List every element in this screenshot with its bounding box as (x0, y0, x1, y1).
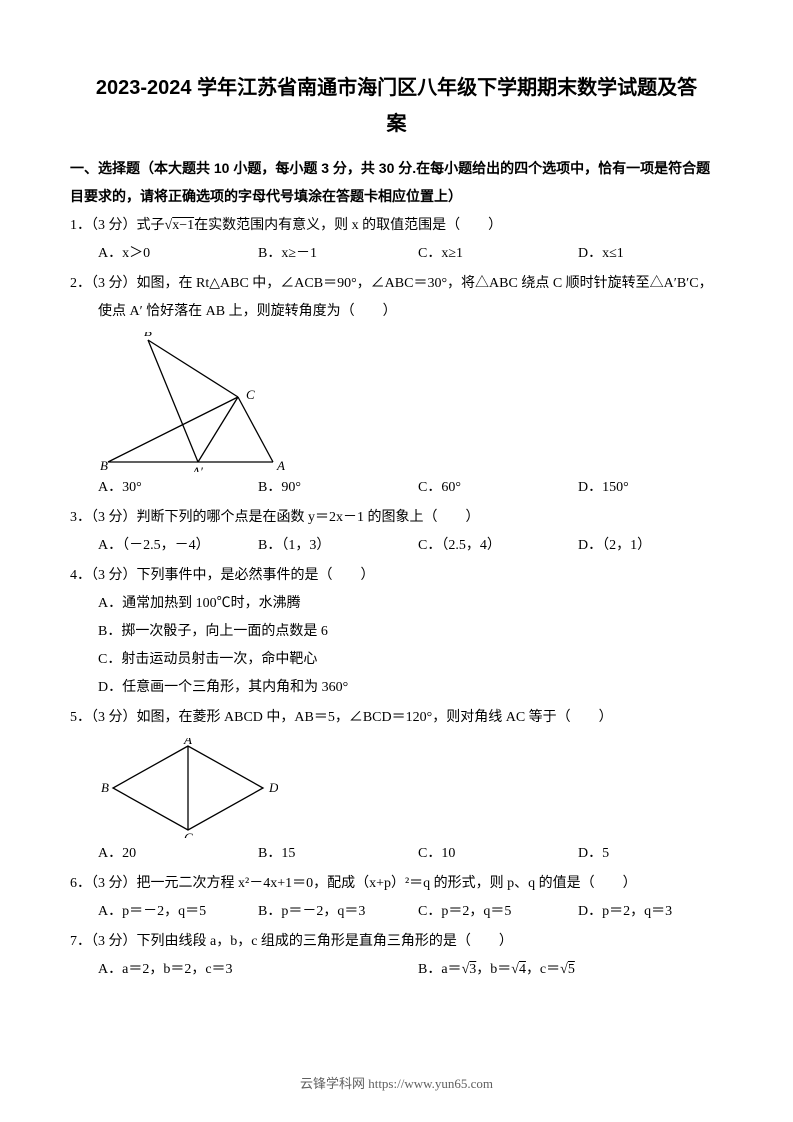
q1-opt-d: D．x≤1 (578, 240, 738, 268)
exam-page: 2023-2024 学年江苏省南通市海门区八年级下学期期末数学试题及答 案 一、… (0, 0, 793, 1122)
q4-opt-a: A．通常加热到 100℃时，水沸腾 (98, 590, 723, 618)
question-7: 7．（3 分）下列由线段 a，b，c 组成的三角形是直角三角形的是（ ） (70, 928, 723, 956)
triangle-rotation-diagram: B A A′ C B′ (98, 332, 288, 472)
svg-text:A: A (276, 458, 285, 472)
svg-text:B: B (100, 458, 108, 472)
svg-text:B: B (101, 780, 109, 795)
q2-opt-a: A．30° (98, 474, 258, 502)
q7-options: A．a＝2，b＝2，c＝3 B．a＝√3，b＝√4，c＝√5 (70, 956, 723, 984)
q6-opt-c: C．p＝2，q＝5 (418, 898, 578, 926)
q2-figure: B A A′ C B′ (70, 332, 723, 472)
q6-options: A．p＝－2，q＝5 B．p＝－2，q＝3 C．p＝2，q＝5 D．p＝2，q＝… (70, 898, 723, 926)
q1-options: A．x＞0 B．x≥－1 C．x≥1 D．x≤1 (70, 240, 723, 268)
svg-text:D: D (268, 780, 278, 795)
q4-opt-b: B．掷一次骰子，向上一面的点数是 6 (98, 618, 723, 646)
q5-opt-d: D．5 (578, 840, 738, 868)
q7-opt-a: A．a＝2，b＝2，c＝3 (98, 956, 418, 984)
q5-opt-c: C．10 (418, 840, 578, 868)
question-4: 4．（3 分）下列事件中，是必然事件的是（ ） (70, 562, 723, 590)
q6-opt-b: B．p＝－2，q＝3 (258, 898, 418, 926)
q1-opt-b: B．x≥－1 (258, 240, 418, 268)
page-title: 2023-2024 学年江苏省南通市海门区八年级下学期期末数学试题及答 案 (70, 70, 723, 142)
q5-opt-a: A．20 (98, 840, 258, 868)
question-3: 3．（3 分）判断下列的哪个点是在函数 y＝2x－1 的图象上（ ） (70, 504, 723, 532)
svg-text:A′: A′ (191, 464, 203, 472)
sqrt-icon: √3 (462, 962, 477, 977)
q5-options: A．20 B．15 C．10 D．5 (70, 840, 723, 868)
q7-opt-b-a: B．a＝ (418, 962, 462, 977)
q1-radicand: x−1 (172, 218, 194, 233)
svg-text:C: C (184, 830, 193, 838)
q5-opt-b: B．15 (258, 840, 418, 868)
q7-r2: 4 (519, 962, 526, 977)
q4-opt-c: C．射击运动员射击一次，命中靶心 (98, 646, 723, 674)
q4-options: A．通常加热到 100℃时，水沸腾 B．掷一次骰子，向上一面的点数是 6 C．射… (70, 590, 723, 702)
q4-opt-d: D．任意画一个三角形，其内角和为 360° (98, 674, 723, 702)
sqrt-icon: √4 (511, 962, 526, 977)
q1-opt-c: C．x≥1 (418, 240, 578, 268)
title-line-1: 2023-2024 学年江苏省南通市海门区八年级下学期期末数学试题及答 (96, 77, 697, 99)
svg-text:C: C (246, 387, 255, 402)
q3-opt-a: A．（－2.5，－4） (98, 532, 258, 560)
q3-opt-d: D．（2，1） (578, 532, 738, 560)
q1-opt-a: A．x＞0 (98, 240, 258, 268)
q2-options: A．30° B．90° C．60° D．150° (70, 474, 723, 502)
section-1-heading: 一、选择题（本大题共 10 小题，每小题 3 分，共 30 分.在每小题给出的四… (70, 154, 723, 210)
q6-opt-a: A．p＝－2，q＝5 (98, 898, 258, 926)
rhombus-diagram: A B C D (98, 738, 278, 838)
svg-text:B′: B′ (144, 332, 155, 339)
q7-opt-b-b: ，b＝ (476, 962, 511, 977)
q3-opt-c: C．（2.5，4） (418, 532, 578, 560)
question-1: 1．（3 分）式子√x−1在实数范围内有意义，则 x 的取值范围是（ ） (70, 212, 723, 240)
question-2: 2．（3 分）如图，在 Rt△ABC 中，∠ACB＝90°，∠ABC＝30°，将… (70, 270, 723, 326)
q2-opt-c: C．60° (418, 474, 578, 502)
q7-opt-b: B．a＝√3，b＝√4，c＝√5 (418, 956, 738, 984)
q2-opt-b: B．90° (258, 474, 418, 502)
sqrt-icon: √x−1 (165, 218, 195, 233)
question-6: 6．（3 分）把一元二次方程 x²－4x+1＝0，配成（x+p）²＝q 的形式，… (70, 870, 723, 898)
q2-stem-2: 使点 A′ 恰好落在 AB 上，则旋转角度为（ ） (70, 298, 723, 326)
q3-options: A．（－2.5，－4） B．（1，3） C．（2.5，4） D．（2，1） (70, 532, 723, 560)
question-5: 5．（3 分）如图，在菱形 ABCD 中，AB＝5，∠BCD＝120°，则对角线… (70, 704, 723, 732)
q3-opt-b: B．（1，3） (258, 532, 418, 560)
q1-stem-a: 1．（3 分）式子 (70, 218, 165, 233)
q6-opt-d: D．p＝2，q＝3 (578, 898, 738, 926)
q7-opt-b-c: ，c＝ (526, 962, 560, 977)
title-line-2: 案 (387, 113, 407, 135)
sqrt-icon: √5 (560, 962, 575, 977)
svg-text:A: A (183, 738, 192, 747)
q2-stem-1: 2．（3 分）如图，在 Rt△ABC 中，∠ACB＝90°，∠ABC＝30°，将… (70, 270, 723, 298)
q5-figure: A B C D (70, 738, 723, 838)
q2-opt-d: D．150° (578, 474, 738, 502)
q1-stem-b: 在实数范围内有意义，则 x 的取值范围是（ ） (194, 218, 502, 233)
page-footer: 云锋学科网 https://www.yun65.com (0, 1073, 793, 1092)
q7-r3: 5 (568, 962, 575, 977)
